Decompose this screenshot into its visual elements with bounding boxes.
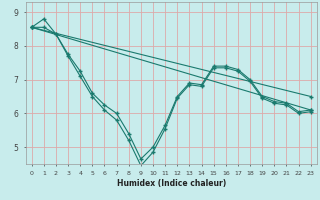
X-axis label: Humidex (Indice chaleur): Humidex (Indice chaleur)	[116, 179, 226, 188]
